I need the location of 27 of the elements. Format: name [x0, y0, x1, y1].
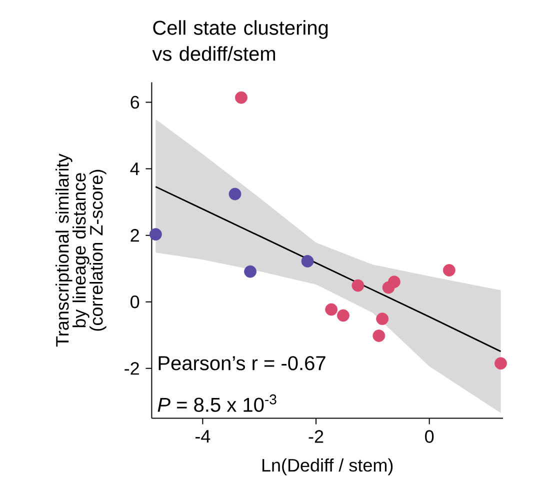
point [325, 303, 338, 316]
annotation: Pearson’s r = -0.67 [158, 356, 326, 370]
point [301, 255, 314, 268]
y-tick-label: 4 [130, 162, 140, 175]
chart-title: Cell state clustering vs dediff/stem [152, 20, 328, 61]
point [442, 264, 456, 276]
y-tick-label: 0 [130, 295, 140, 308]
point [494, 357, 507, 370]
point [372, 330, 386, 342]
point [352, 279, 364, 292]
y-axis-title: Transcriptional similarity by lineage distance (correlation Z-score) [56, 154, 106, 347]
point [228, 188, 242, 200]
x-axis-title: Ln(Dediff / stem) [262, 458, 393, 476]
x-tick-label: 0 [425, 430, 434, 443]
line-series [154, 186, 502, 352]
annotation: P = 8.5 x 10$^{-3}$ [158, 394, 276, 412]
point [337, 309, 350, 322]
y-tick-label: 6 [130, 96, 140, 109]
x-tick-label: -2 [308, 430, 324, 443]
y-tick-label: 2 [130, 229, 139, 242]
point [149, 228, 162, 241]
point [376, 312, 389, 326]
x-tick-label: -4 [195, 430, 210, 443]
point [382, 281, 395, 294]
y-tick-label: -2 [124, 362, 139, 375]
point [235, 91, 248, 104]
point [244, 265, 256, 278]
